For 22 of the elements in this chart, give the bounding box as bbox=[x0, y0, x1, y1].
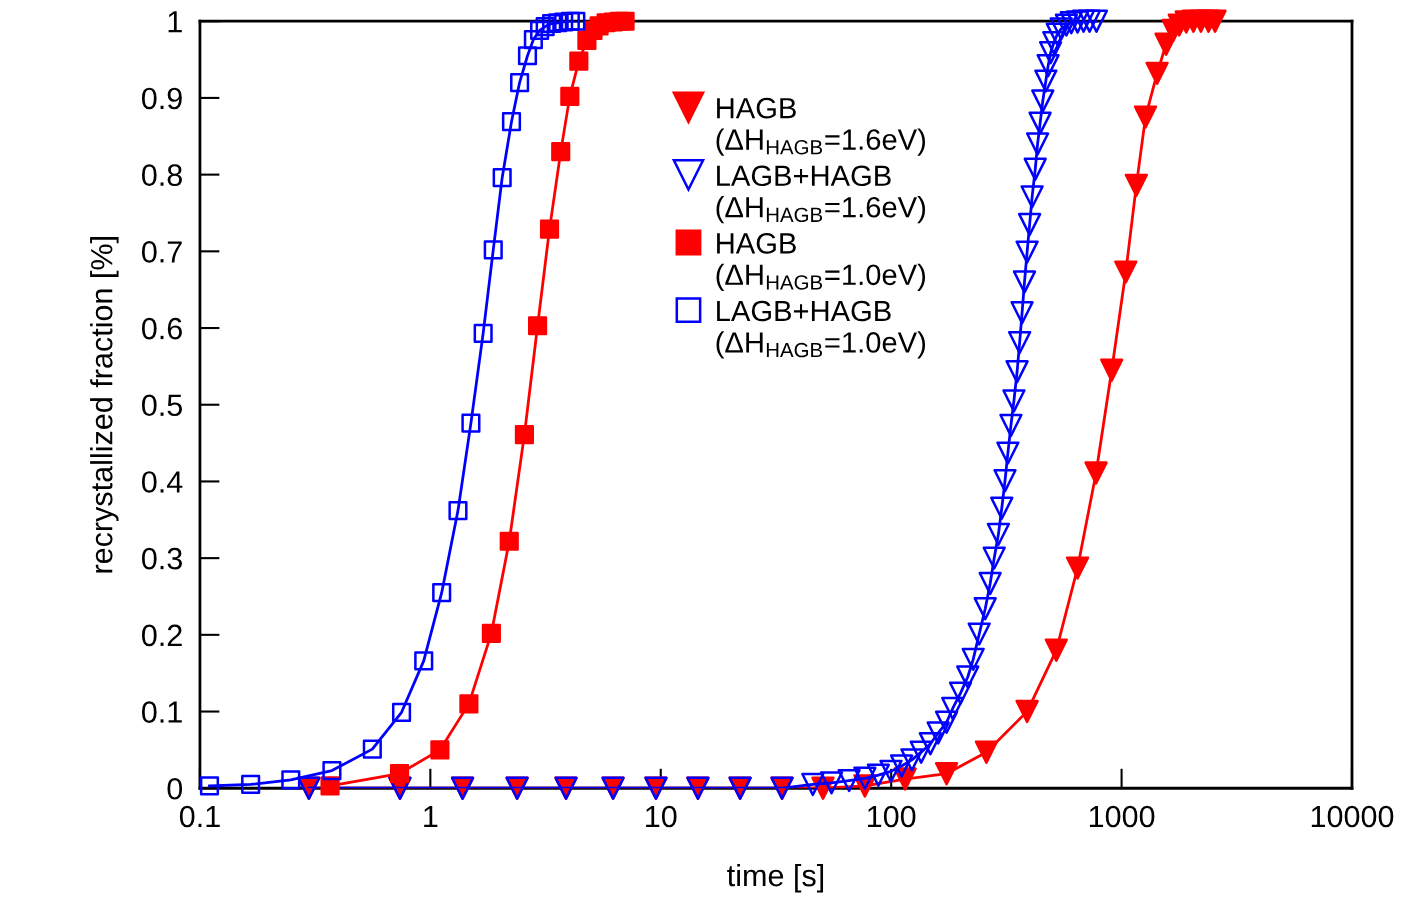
x-tick-label: 1000 bbox=[1089, 805, 1155, 828]
legend-label: LAGB+HAGB (ΔH$_{HAGB}$=1.6eV) bbox=[716, 165, 926, 224]
x-tick-label: 1 bbox=[424, 806, 438, 828]
y-tick-label: 1 bbox=[168, 11, 182, 33]
y-axis-title: recrystallized fraction [%] bbox=[90, 237, 119, 573]
y-tick-label: 0.1 bbox=[141, 701, 182, 723]
x-tick-label: 10 bbox=[646, 805, 677, 828]
y-tick-label: 0.8 bbox=[141, 164, 182, 186]
y-tick-label: 0.5 bbox=[141, 394, 182, 417]
legend-label: HAGB (ΔH$_{HAGB}$=1.6eV) bbox=[716, 97, 926, 156]
y-tick-label: 0.6 bbox=[141, 317, 182, 340]
y-tick-label: 0.4 bbox=[141, 471, 183, 493]
y-tick-label: 0.7 bbox=[141, 241, 182, 263]
x-axis-title: time [s] bbox=[727, 863, 824, 893]
legend-label: LAGB+HAGB (ΔH$_{HAGB}$=1.0eV) bbox=[716, 300, 926, 359]
y-tick-label: 0.9 bbox=[141, 87, 182, 110]
y-tick-label: 0.3 bbox=[141, 547, 182, 570]
legend-label: HAGB (ΔH$_{HAGB}$=1.0eV) bbox=[716, 233, 926, 291]
x-tick-label: 10000 bbox=[1311, 805, 1394, 828]
x-tick-label: 100 bbox=[868, 805, 916, 828]
y-tick-label: 0 bbox=[167, 777, 183, 800]
y-tick-label: 0.2 bbox=[141, 624, 182, 647]
